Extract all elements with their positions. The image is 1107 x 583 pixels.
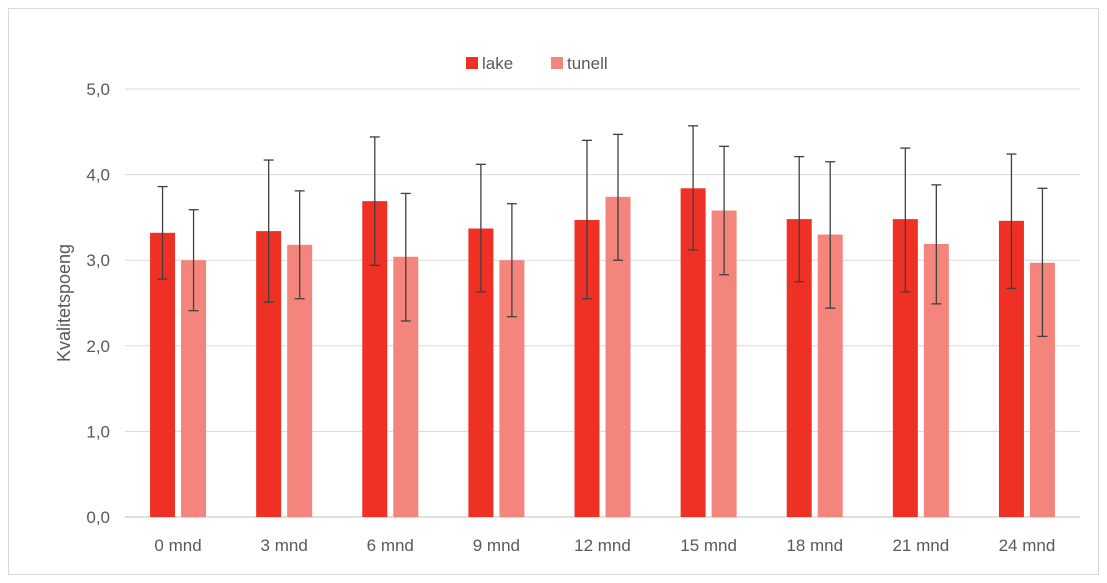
bars [150, 188, 1055, 518]
x-tick-label: 0 mnd [154, 536, 201, 555]
legend-swatch-tunell [551, 57, 563, 69]
y-tick-label: 4,0 [86, 166, 110, 185]
y-axis-ticks: 0,0 1,0 2,0 3,0 4,0 5,0 [86, 80, 110, 527]
x-tick-label: 9 mnd [473, 536, 520, 555]
y-tick-label: 2,0 [86, 337, 110, 356]
y-axis-title: Kvalitetspoeng [54, 244, 74, 362]
x-tick-label: 18 mnd [786, 536, 843, 555]
legend-label-lake: lake [482, 54, 513, 73]
x-tick-label: 15 mnd [680, 536, 737, 555]
x-tick-label: 24 mnd [999, 536, 1056, 555]
x-tick-label: 3 mnd [261, 536, 308, 555]
y-tick-label: 0,0 [86, 508, 110, 527]
legend-label-tunell: tunell [567, 54, 608, 73]
x-tick-label: 6 mnd [367, 536, 414, 555]
bar-lake [150, 232, 176, 518]
y-tick-label: 3,0 [86, 251, 110, 270]
x-tick-label: 12 mnd [574, 536, 631, 555]
legend: lake tunell [466, 54, 608, 73]
x-axis-ticks: 0 mnd 3 mnd 6 mnd 9 mnd 12 mnd 15 mnd 18 mnd 21… [154, 536, 1055, 555]
gridlines [125, 88, 1080, 518]
y-tick-label: 5,0 [86, 80, 110, 99]
x-tick-label: 21 mnd [892, 536, 949, 555]
legend-swatch-lake [466, 57, 478, 69]
error-bars [157, 125, 1048, 338]
y-tick-label: 1,0 [86, 422, 110, 441]
